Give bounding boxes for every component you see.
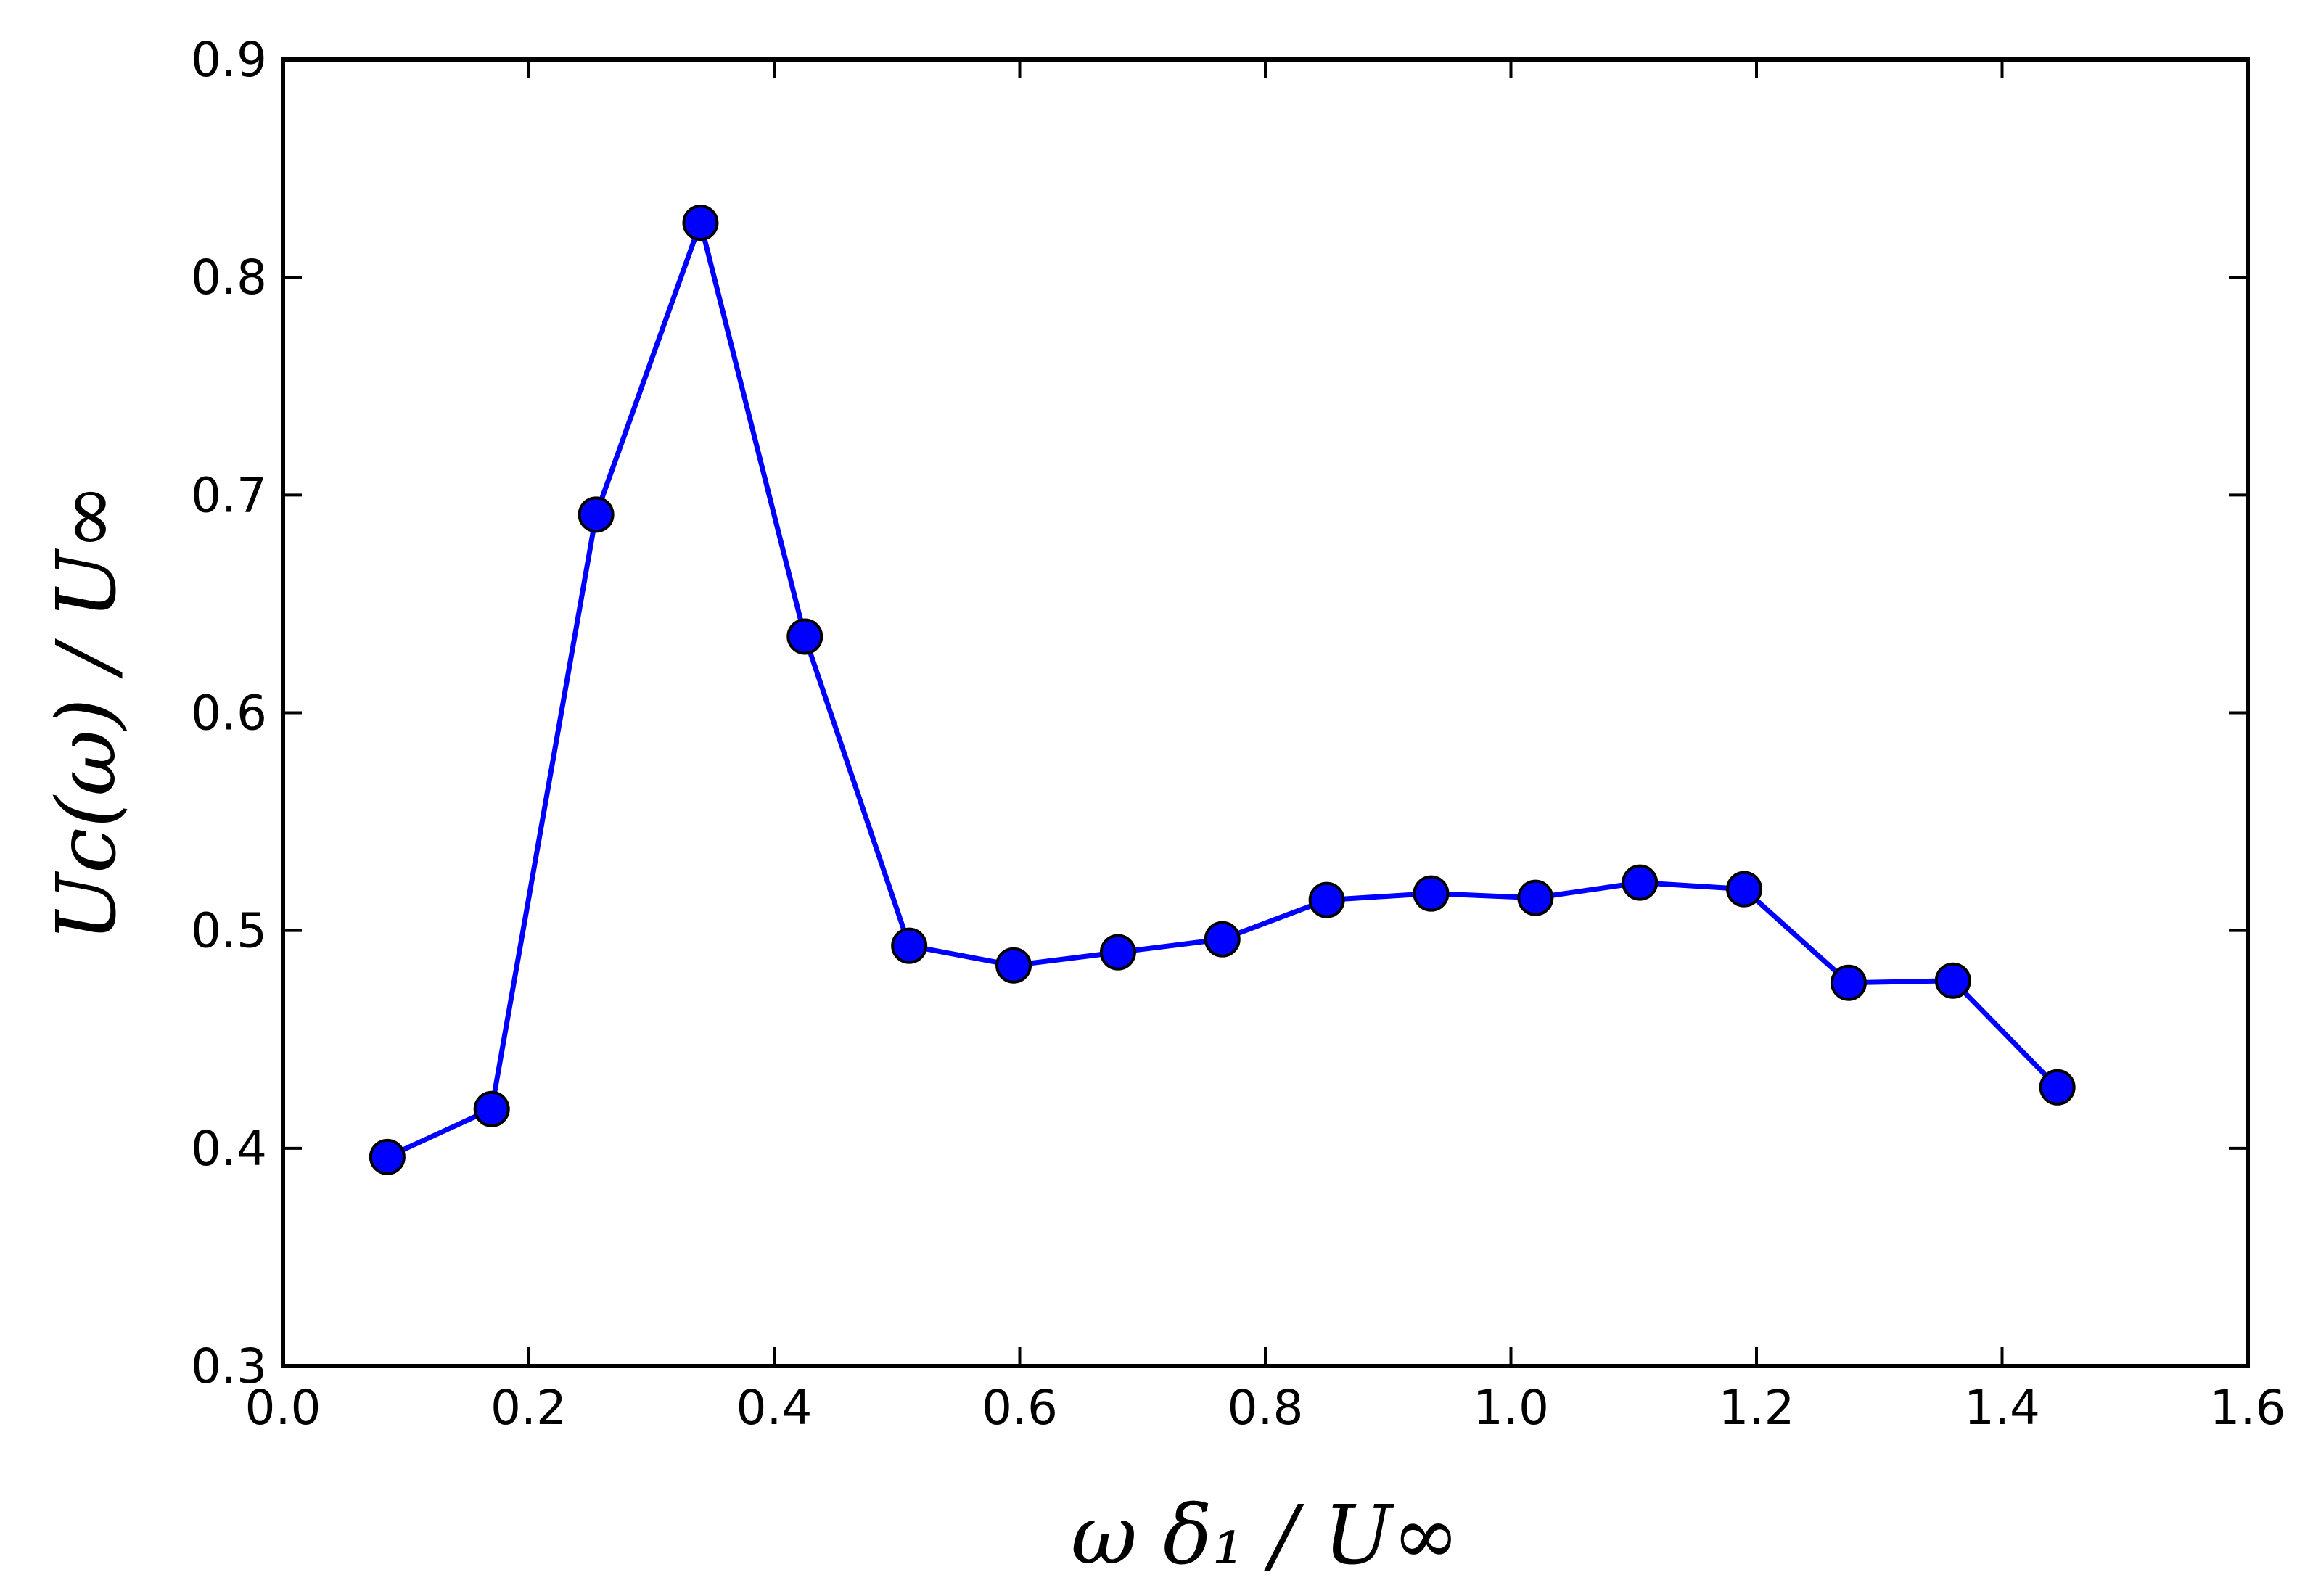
data-point (786, 618, 823, 655)
y-tick-label: 0.9 (191, 32, 267, 88)
x-tick-label: 0.0 (245, 1380, 321, 1436)
x-tick-label: 0.4 (736, 1380, 813, 1436)
data-point (1622, 864, 1659, 901)
data-point (2039, 1069, 2076, 1106)
y-tick-label: 0.7 (191, 467, 267, 523)
data-point (1413, 875, 1450, 912)
data-series (369, 205, 2076, 1175)
y-tick-label: 0.5 (191, 903, 267, 959)
data-point (369, 1138, 406, 1175)
y-tick-label: 0.4 (191, 1121, 267, 1177)
x-tick-label: 0.2 (490, 1380, 567, 1436)
y-tick-label: 0.3 (191, 1338, 267, 1394)
tick-labels: 0.0 0.2 0.4 0.6 0.8 1.0 1.2 1.4 1.6 0.3 0.4 0.5 0.6 0… (191, 32, 2285, 1436)
x-axis-label: ω δ₁ / U∞ (1071, 1489, 1460, 1583)
x-tick-label: 0.8 (1228, 1380, 1304, 1436)
data-point (473, 1090, 510, 1127)
x-tick-label: 0.6 (982, 1380, 1058, 1436)
data-point (1726, 871, 1763, 908)
axis-ticks (282, 58, 2249, 1367)
data-point (1830, 964, 1867, 1001)
data-point (891, 927, 928, 964)
data-point (1934, 962, 1971, 999)
series-line (386, 214, 2060, 1159)
data-point (1099, 934, 1136, 971)
x-tick-label: 1.0 (1473, 1380, 1549, 1436)
data-point (1308, 881, 1345, 918)
data-point (995, 947, 1032, 984)
x-tick-label: 1.4 (1964, 1380, 2040, 1436)
y-axis-label: Uc(ω) / U∞ (40, 483, 134, 942)
data-point (578, 496, 615, 533)
data-point (682, 205, 719, 242)
y-tick-label: 0.8 (191, 250, 267, 305)
plot-frame (281, 57, 2250, 1368)
y-tick-label: 0.6 (191, 686, 267, 741)
data-point (1517, 879, 1554, 916)
x-tick-label: 1.6 (2210, 1380, 2286, 1436)
data-point (1204, 921, 1241, 958)
x-tick-label: 1.2 (1719, 1380, 1795, 1436)
